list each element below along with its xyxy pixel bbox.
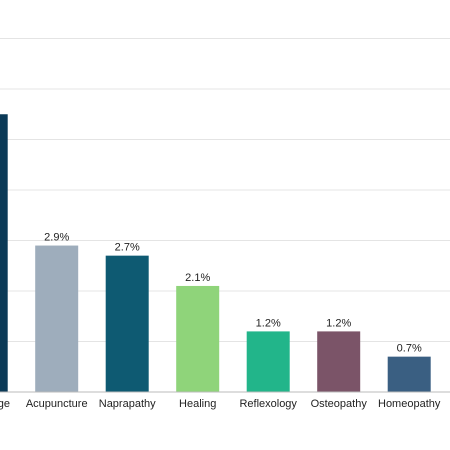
bar-acupuncture xyxy=(35,245,79,392)
value-label-naprapathy: 2.7% xyxy=(115,242,140,254)
bar-healing xyxy=(176,285,220,392)
bar-ge xyxy=(0,114,8,392)
bar-naprapathy xyxy=(105,255,149,392)
category-labels: ge Acupuncture Naprapathy Healing Reflexolog… xyxy=(0,398,441,410)
category-label-acupuncture: Acupuncture xyxy=(26,398,88,410)
value-labels: 2.9% 2.7% 2.1% 1.2% 1.2% 0.7% xyxy=(44,232,422,355)
bar-osteopathy xyxy=(317,331,361,392)
value-label-reflexology: 1.2% xyxy=(256,317,281,329)
category-label-naprapathy: Naprapathy xyxy=(99,398,156,410)
category-label-homeopathy: Homeopathy xyxy=(378,398,441,410)
category-label-healing: Healing xyxy=(179,398,216,410)
value-label-homeopathy: 0.7% xyxy=(397,343,422,355)
value-label-acupuncture: 2.9% xyxy=(44,232,69,244)
value-label-osteopathy: 1.2% xyxy=(326,317,351,329)
bar-reflexology xyxy=(246,331,290,392)
value-label-healing: 2.1% xyxy=(185,272,210,284)
category-label-osteopathy: Osteopathy xyxy=(311,398,368,410)
category-label-reflexology: Reflexology xyxy=(239,398,297,410)
category-label-ge: ge xyxy=(0,398,10,410)
bars xyxy=(0,114,431,392)
bar-homeopathy xyxy=(387,356,431,392)
